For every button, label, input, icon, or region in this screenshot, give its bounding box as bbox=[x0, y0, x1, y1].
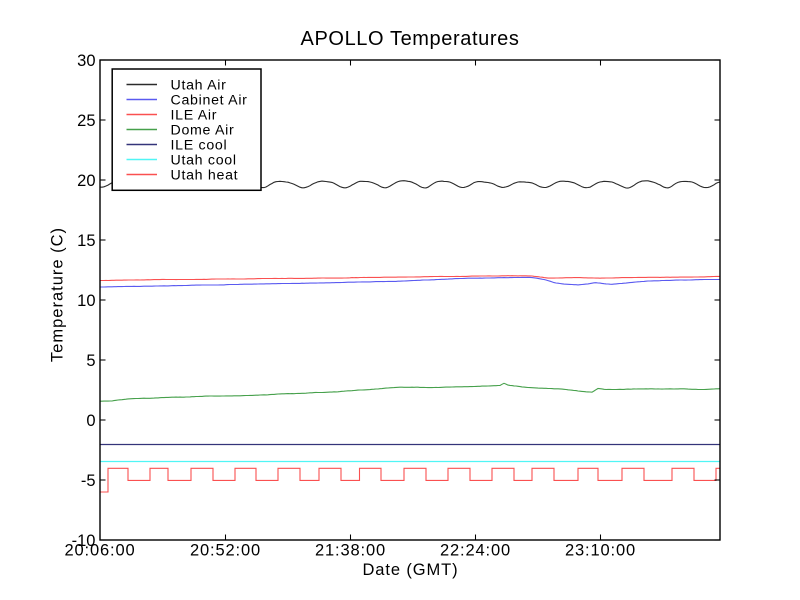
svg-text:-10: -10 bbox=[72, 532, 96, 550]
svg-text:21:38:00: 21:38:00 bbox=[315, 542, 386, 560]
svg-text:APOLLO Temperatures: APOLLO Temperatures bbox=[301, 28, 520, 50]
svg-text:Cabinet Air: Cabinet Air bbox=[171, 93, 248, 109]
svg-text:Utah cool: Utah cool bbox=[171, 153, 237, 169]
svg-text:23:10:00: 23:10:00 bbox=[565, 542, 636, 560]
svg-text:Temperature (C): Temperature (C) bbox=[49, 227, 67, 362]
svg-text:Utah heat: Utah heat bbox=[171, 168, 239, 184]
svg-text:Utah Air: Utah Air bbox=[171, 78, 227, 94]
svg-text:20: 20 bbox=[77, 172, 95, 190]
svg-text:30: 30 bbox=[77, 52, 95, 70]
svg-text:25: 25 bbox=[77, 112, 95, 130]
svg-text:Date (GMT): Date (GMT) bbox=[362, 561, 458, 579]
svg-text:-5: -5 bbox=[81, 472, 96, 490]
svg-text:10: 10 bbox=[77, 292, 95, 310]
svg-text:20:52:00: 20:52:00 bbox=[190, 542, 261, 560]
svg-text:ILE cool: ILE cool bbox=[171, 138, 228, 154]
svg-text:5: 5 bbox=[86, 352, 95, 370]
svg-text:Dome Air: Dome Air bbox=[171, 123, 235, 139]
svg-text:15: 15 bbox=[77, 232, 95, 250]
svg-text:0: 0 bbox=[86, 412, 95, 430]
svg-text:22:24:00: 22:24:00 bbox=[440, 542, 511, 560]
svg-text:ILE Air: ILE Air bbox=[171, 108, 218, 124]
svg-text:20:06:00: 20:06:00 bbox=[64, 542, 135, 560]
